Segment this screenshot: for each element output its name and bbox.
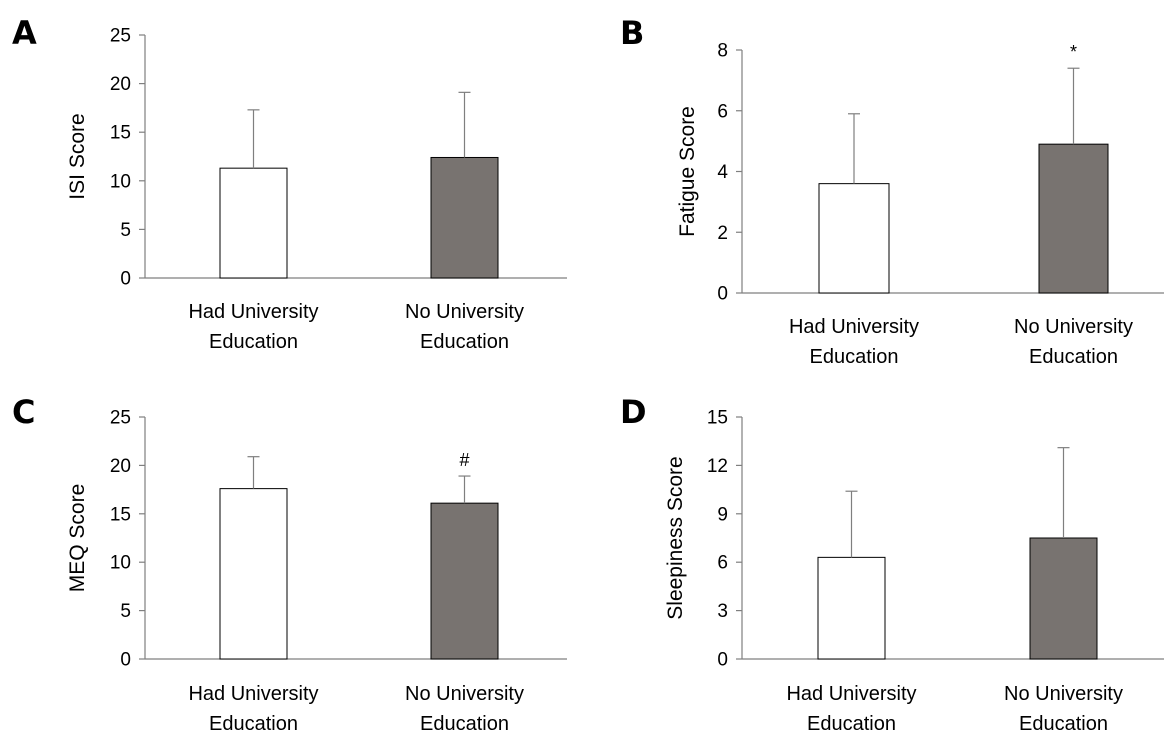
- y-tick-label: 8: [717, 41, 728, 62]
- category-label: Had University: [789, 316, 919, 338]
- category-label: Education: [1029, 346, 1118, 368]
- significance-marker: #: [459, 450, 469, 470]
- bar-no-university: [430, 156, 499, 279]
- y-tick-label: 10: [110, 553, 131, 574]
- y-axis-label: Sleepiness Score: [664, 456, 687, 619]
- bar-university: [219, 167, 288, 279]
- significance-marker: *: [1070, 42, 1077, 62]
- category-label: No University: [405, 683, 524, 705]
- category-label: Education: [420, 331, 509, 353]
- y-tick-label: 0: [717, 650, 728, 671]
- y-tick-label: 9: [717, 504, 728, 525]
- category-label: Had University: [188, 683, 318, 705]
- y-axis-label: MEQ Score: [66, 484, 89, 593]
- y-tick-label: 3: [717, 601, 728, 622]
- panel-letter: B: [620, 14, 644, 52]
- panel-c: C 0 5 10 15 20 25 MEQ Score Had University Educat…: [12, 393, 567, 735]
- category-label: Had University: [188, 301, 318, 323]
- y-tick-label: 20: [110, 456, 131, 477]
- y-tick-label: 6: [717, 553, 728, 574]
- bar-university: [817, 556, 886, 660]
- y-tick-label: 0: [717, 284, 728, 305]
- category-label: No University: [1004, 683, 1123, 705]
- y-tick-label: 4: [717, 162, 728, 183]
- category-label: Education: [209, 713, 298, 735]
- y-tick-label: 2: [717, 223, 728, 244]
- y-axis-label: ISI Score: [66, 113, 89, 199]
- category-label: Education: [810, 346, 899, 368]
- y-tick-label: 6: [717, 101, 728, 122]
- category-label: Education: [807, 713, 896, 735]
- y-tick-label: 15: [110, 504, 131, 525]
- bar-no-university: [1029, 537, 1098, 660]
- bar-university: [818, 183, 890, 294]
- y-axis-label: Fatigue Score: [676, 106, 699, 237]
- y-tick-label: 12: [707, 456, 728, 477]
- y-tick-label: 25: [110, 408, 131, 429]
- panel-a: A 0 5 10 15 20 25 ISI Score Had University Educat…: [12, 14, 567, 353]
- category-label: No University: [1014, 316, 1133, 338]
- y-tick-label: 10: [110, 171, 131, 192]
- panel-letter: D: [620, 393, 647, 431]
- category-label: Education: [420, 713, 509, 735]
- category-label: No University: [405, 301, 524, 323]
- y-tick-label: 15: [707, 408, 728, 429]
- panel-letter: A: [12, 14, 37, 52]
- category-label: Had University: [786, 683, 916, 705]
- category-label: Education: [1019, 713, 1108, 735]
- bar-no-university: [430, 502, 499, 660]
- bar-no-university: [1038, 143, 1109, 294]
- y-tick-label: 0: [120, 269, 131, 290]
- y-tick-label: 5: [120, 601, 131, 622]
- panel-d: D 0 3 6 9 12 15 Sleepiness Score Had University E…: [620, 393, 1164, 735]
- bar-university: [219, 488, 288, 660]
- y-tick-label: 20: [110, 74, 131, 95]
- y-tick-label: 15: [110, 123, 131, 144]
- panel-b: B 0 2 4 6 8 Fatigue Score Had University Educati…: [620, 14, 1164, 368]
- y-tick-label: 5: [120, 220, 131, 241]
- panel-letter: C: [12, 393, 35, 431]
- y-tick-label: 25: [110, 26, 131, 47]
- y-tick-label: 0: [120, 650, 131, 671]
- category-label: Education: [209, 331, 298, 353]
